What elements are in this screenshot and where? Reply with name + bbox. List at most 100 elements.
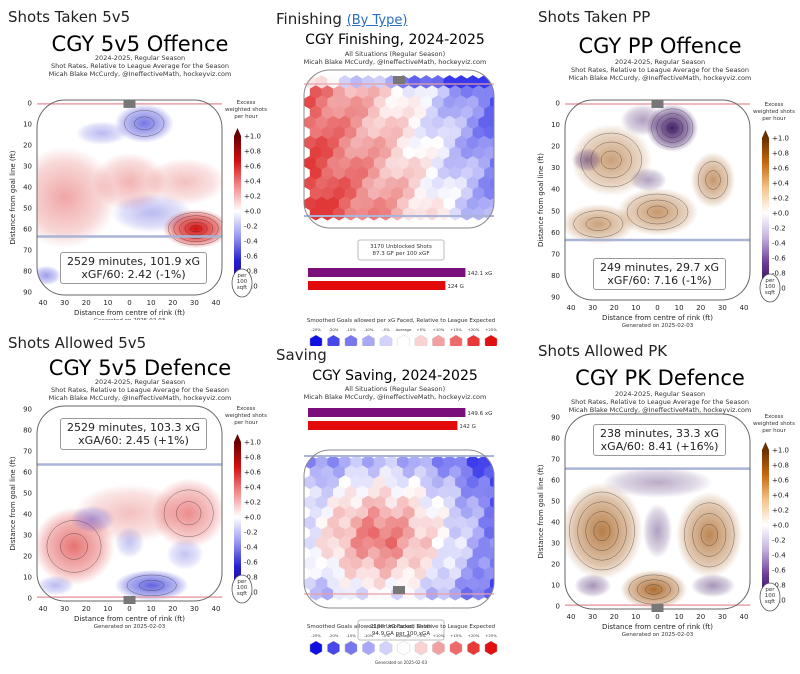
- x-axis-label: Distance from centre of rink (ft): [602, 314, 713, 322]
- density-blob: [629, 168, 667, 192]
- hex-cell: [350, 576, 363, 591]
- net: [393, 586, 405, 594]
- contour-line: [697, 161, 729, 199]
- hex-cell: [356, 125, 369, 140]
- hex-cell: [356, 465, 369, 479]
- hex-cell: [304, 475, 316, 490]
- hex-cell: [420, 515, 433, 530]
- hex-cell: [315, 475, 328, 490]
- hex-cell: [466, 75, 479, 89]
- hex-cell: [461, 566, 473, 581]
- hex-cell: [379, 465, 392, 479]
- contour-line: [190, 225, 202, 233]
- per-unit-label: sqft: [237, 591, 248, 597]
- hex-cell: [327, 475, 340, 490]
- x-tick-label: 0: [127, 605, 131, 613]
- hex-cell: [466, 515, 479, 530]
- per-unit-label: per: [237, 273, 247, 279]
- contour-line: [705, 170, 721, 190]
- generated-note: Generated on 2025-02-03: [622, 632, 694, 638]
- blob-group: [565, 104, 736, 244]
- hex-cell: [304, 576, 316, 591]
- hex-cell: [327, 196, 340, 211]
- hex-cell: [478, 196, 491, 211]
- hex-cell: [431, 115, 444, 130]
- hex-cell: [443, 115, 456, 130]
- hex-cell: [496, 587, 506, 601]
- hex-cell: [379, 485, 392, 500]
- hex-cell: [368, 206, 380, 221]
- by-type-link[interactable]: (By Type): [346, 13, 408, 28]
- hex-cell: [385, 95, 398, 110]
- hex-cell: [461, 105, 473, 120]
- hex-cell: [414, 85, 427, 99]
- hex-cell: [478, 115, 491, 130]
- density-blob: [690, 573, 736, 598]
- contour-line: [173, 215, 219, 242]
- hex-cell: [356, 546, 369, 560]
- x-tick-label: 30: [60, 605, 69, 613]
- hex-cell: [385, 475, 398, 490]
- hex-cell: [408, 556, 421, 571]
- net: [123, 596, 136, 605]
- density-blob: [114, 526, 145, 559]
- hex-cell: [356, 206, 369, 221]
- y-tick-label: 50: [23, 490, 32, 498]
- x-tick-label: 40: [39, 299, 48, 307]
- y-tick-label: 90: [23, 289, 32, 297]
- hex-cell: [304, 556, 316, 571]
- x-tick-label: 10: [675, 613, 684, 621]
- hex-cell: [490, 576, 494, 591]
- x-tick-label: 10: [631, 613, 640, 621]
- hex-cell: [496, 506, 506, 520]
- legend-swatch: [414, 334, 428, 346]
- hex-cell: [472, 566, 485, 581]
- hex-cell: [373, 536, 386, 550]
- colorbar-tick-label: +0.4: [772, 180, 790, 188]
- section-label: Finishing (By Type): [276, 10, 408, 28]
- hex-cell: [443, 95, 456, 110]
- hex-cell: [309, 206, 322, 221]
- hex-cell: [327, 515, 340, 530]
- colorbar-title: per hour: [234, 114, 258, 120]
- contour-line: [700, 523, 718, 546]
- hex-cell: [420, 455, 433, 469]
- colorbar-cap: [234, 434, 241, 442]
- hex-cell: [344, 566, 357, 581]
- hex-cell: [362, 515, 375, 530]
- hex-cell: [402, 206, 415, 221]
- colorbar-tick-label: +0.8: [772, 150, 789, 158]
- y-tick-label: 10: [551, 582, 560, 590]
- hex-cell: [368, 105, 380, 120]
- contour-line: [569, 491, 635, 571]
- legend-tick-label: -25%: [311, 327, 321, 332]
- hex-cell: [309, 505, 322, 520]
- x-tick-label: 40: [567, 613, 576, 621]
- hex-cell: [321, 505, 334, 520]
- hex-cell: [408, 576, 421, 591]
- hex-cell: [338, 576, 351, 591]
- hex-cell: [315, 536, 328, 550]
- hex-cell: [478, 475, 491, 490]
- generated-note: Generated on 2025-02-03: [375, 660, 427, 665]
- density-blob: [114, 569, 189, 601]
- hex-cell: [379, 85, 392, 99]
- hex-cell: [402, 146, 415, 160]
- x-tick-label: 10: [675, 304, 684, 312]
- legend-swatch: [344, 640, 358, 656]
- y-tick-label: 30: [551, 540, 560, 548]
- per-unit-label: sqft: [765, 290, 776, 296]
- hex-cell: [466, 536, 479, 550]
- legend-title: Smoothed Goals allowed per xG Faced, Rel…: [307, 318, 495, 324]
- hex-cell: [368, 546, 380, 560]
- hex-cell: [437, 505, 450, 520]
- legend-tick-label: +20%: [468, 327, 480, 332]
- hex-cell: [437, 186, 450, 201]
- hex-cell: [309, 125, 322, 140]
- hex-cell: [368, 166, 380, 180]
- hex-cell: [426, 566, 438, 581]
- hex-cell: [315, 495, 328, 510]
- hex-cell: [402, 526, 415, 540]
- colorbar: [234, 136, 241, 286]
- contour-line: [661, 118, 683, 138]
